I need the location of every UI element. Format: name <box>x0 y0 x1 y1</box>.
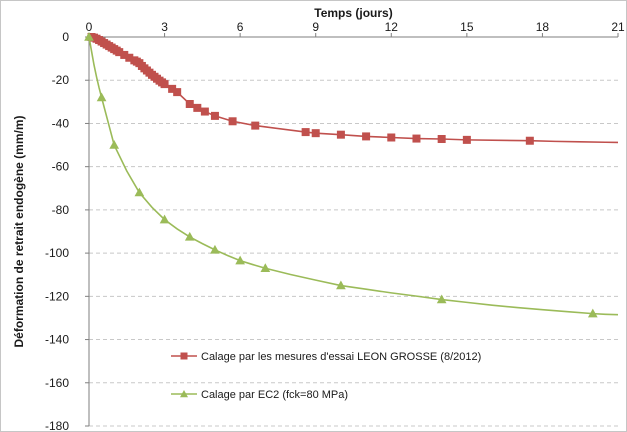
data-point-square <box>387 133 396 142</box>
y-tick-label: 0 <box>62 30 69 44</box>
x-tick-label: 6 <box>237 20 244 34</box>
y-tick-label: -160 <box>45 376 69 390</box>
data-point-triangle <box>109 140 120 149</box>
data-point-triangle <box>184 231 195 241</box>
y-tick-label: -80 <box>52 203 70 217</box>
y-axis-title: Déformation de retrait endogène (mm/m) <box>12 115 26 347</box>
data-point-square <box>462 135 471 144</box>
y-tick-label: -180 <box>45 419 69 431</box>
legend-label-2: Calage par EC2 (fck=80 MPa) <box>201 389 348 401</box>
series-group <box>84 31 619 318</box>
data-point-square <box>311 129 320 138</box>
y-tick-label: -20 <box>52 73 70 87</box>
data-point-square <box>228 117 237 126</box>
data-point-square <box>200 107 209 116</box>
x-tick-label: 18 <box>536 20 550 34</box>
data-point-square <box>160 80 169 89</box>
data-point-triangle <box>134 187 145 197</box>
series-line-2 <box>88 36 619 316</box>
data-point-square <box>525 136 534 145</box>
y-tick-label: -40 <box>52 116 70 130</box>
data-point-square <box>173 88 182 97</box>
legend-item-2[interactable]: Calage par EC2 (fck=80 MPa) <box>171 389 348 401</box>
x-tick-label: 9 <box>312 20 319 34</box>
data-point-triangle <box>96 92 107 102</box>
y-tick-label: -120 <box>45 289 69 303</box>
data-point-square <box>210 111 219 120</box>
y-tick-label: -60 <box>52 160 70 174</box>
x-tick-label: 12 <box>385 20 399 34</box>
data-point-triangle <box>210 244 220 254</box>
legend-marker-square <box>180 352 188 360</box>
legend-label-1: Calage par les mesures d'essai LEON GROS… <box>201 351 481 363</box>
legend: Calage par les mesures d'essai LEON GROS… <box>171 351 481 401</box>
data-point-triangle <box>84 31 94 41</box>
x-tick-label: 21 <box>611 20 625 34</box>
data-point-square <box>412 134 421 143</box>
data-point-square <box>301 128 310 137</box>
gridlines <box>85 33 619 427</box>
data-point-triangle <box>260 263 271 272</box>
x-tick-label: 0 <box>86 20 93 34</box>
legend-marker-triangle <box>180 390 188 398</box>
data-point-square <box>185 99 194 108</box>
data-point-square <box>362 132 371 141</box>
data-point-triangle <box>336 280 346 290</box>
data-point-square <box>336 130 345 139</box>
y-tick-label: -140 <box>45 333 69 347</box>
data-point-triangle <box>159 214 170 224</box>
y-tick-label: -100 <box>45 246 69 260</box>
data-point-square <box>437 135 446 144</box>
data-point-triangle <box>235 255 245 265</box>
data-point-triangle <box>436 294 447 304</box>
data-point-square <box>251 121 260 130</box>
x-tick-labels: 0 3 6 9 12 15 18 21 <box>86 20 625 34</box>
legend-item-1[interactable]: Calage par les mesures d'essai LEON GROS… <box>171 351 481 363</box>
axes <box>88 36 618 426</box>
data-point-triangle <box>587 308 598 318</box>
x-tick-label: 15 <box>460 20 474 34</box>
x-axis-title: Temps (jours) <box>314 6 392 20</box>
data-point-square <box>193 103 202 112</box>
y-tick-labels: 0 -20 -40 -60 -80 -100 -120 -140 -160 -180 <box>45 30 69 431</box>
x-tick-label: 3 <box>161 20 168 34</box>
